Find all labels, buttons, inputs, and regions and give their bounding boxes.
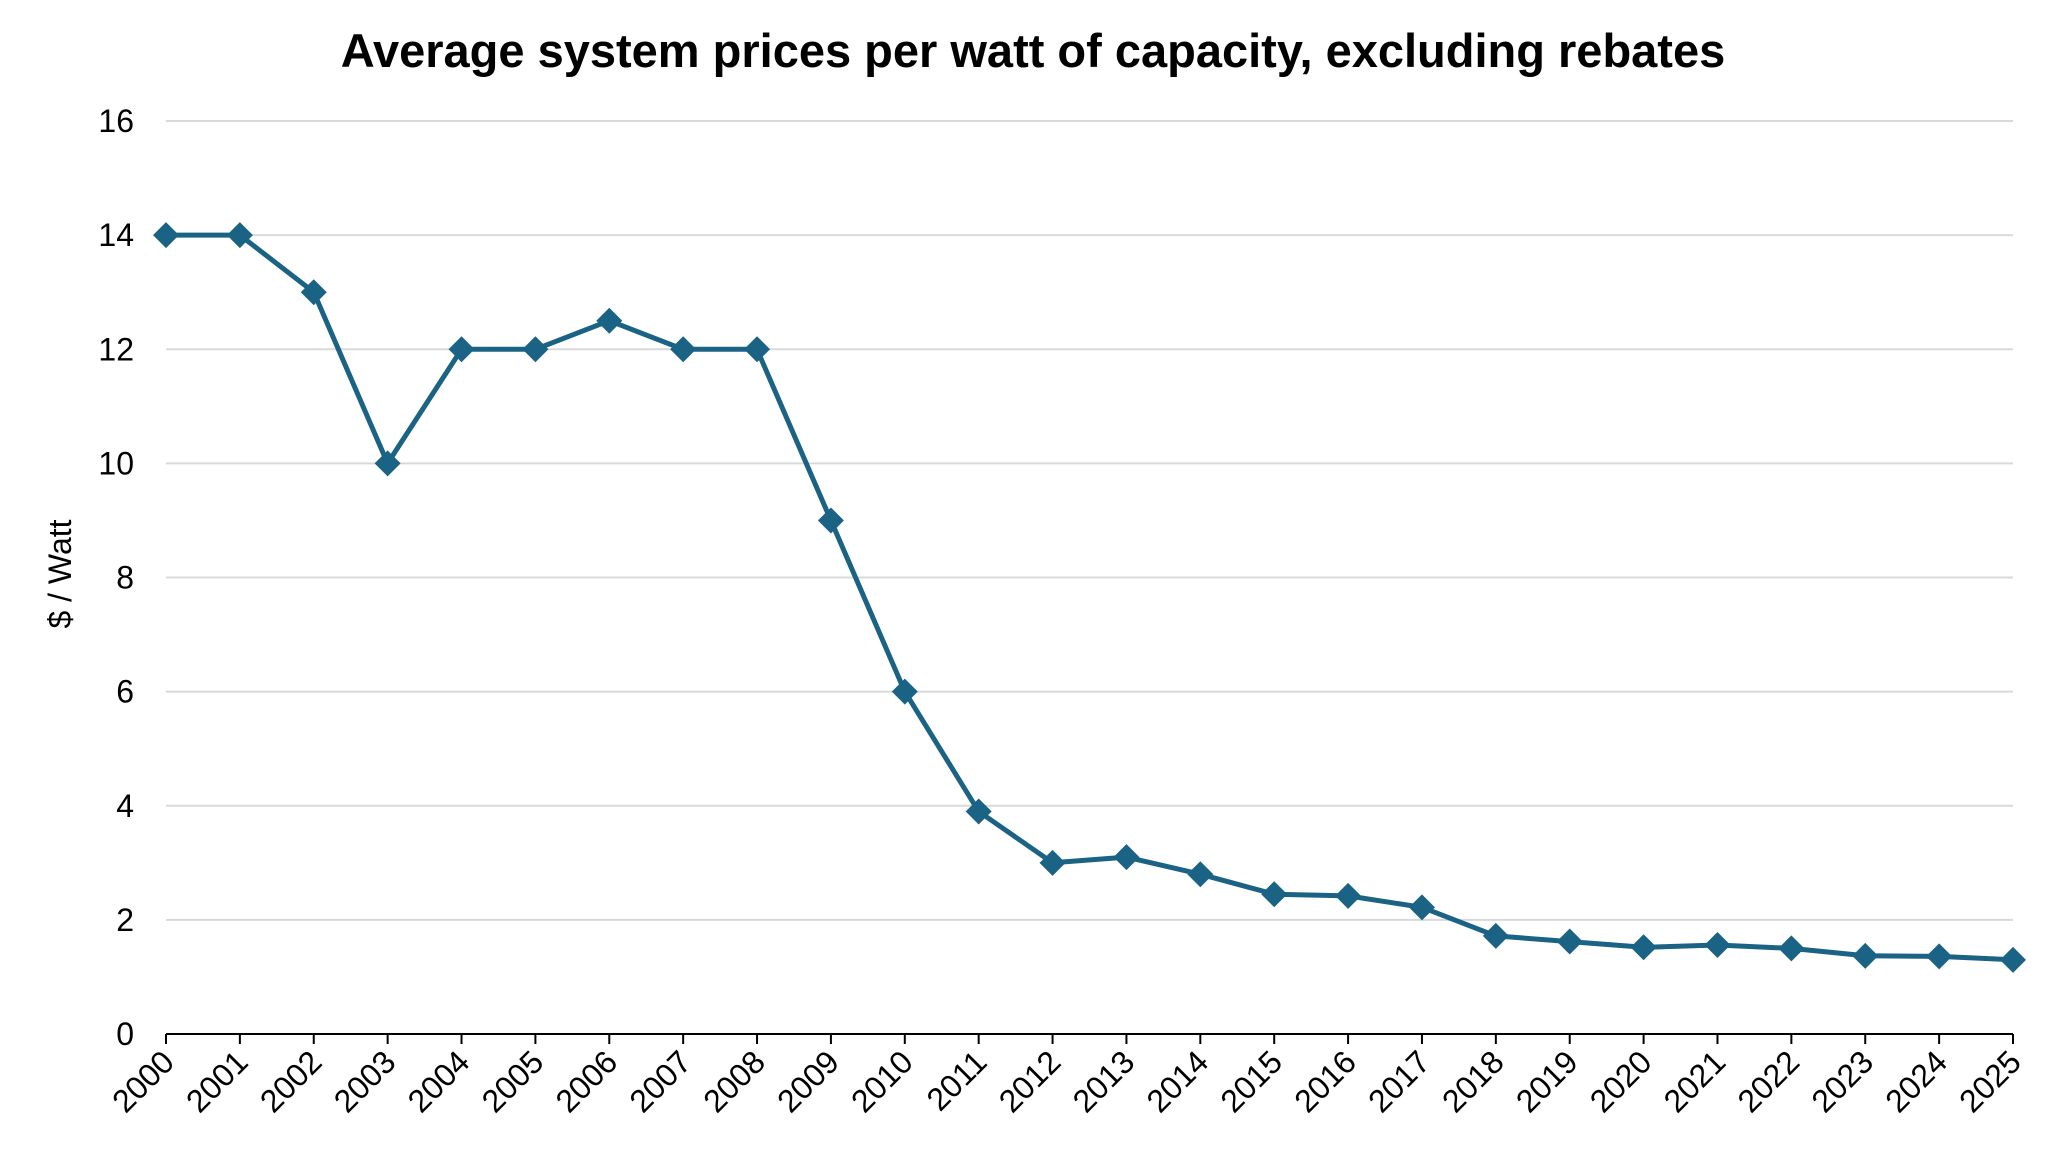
x-tick-label: 2006 — [548, 1043, 624, 1119]
data-point-2024 — [1926, 943, 1953, 970]
price-series — [153, 222, 2026, 973]
data-point-2025 — [2000, 946, 2026, 973]
data-point-2009 — [817, 507, 844, 534]
x-tick-label: 2009 — [770, 1043, 846, 1119]
data-point-2014 — [1187, 861, 1214, 888]
x-tick-label: 2001 — [179, 1043, 255, 1119]
x-tick-label: 2007 — [622, 1043, 698, 1119]
x-tick-label: 2015 — [1213, 1043, 1289, 1119]
data-point-2010 — [891, 678, 918, 705]
data-point-2021 — [1704, 931, 1731, 958]
y-tick-label: 12 — [98, 331, 134, 367]
x-tick-label: 2005 — [475, 1043, 551, 1119]
y-tick-label: 10 — [98, 445, 134, 481]
x-tick-label: 2016 — [1287, 1043, 1363, 1119]
data-point-2002 — [300, 279, 327, 306]
x-tick-label: 2010 — [844, 1043, 920, 1119]
data-point-2001 — [226, 222, 253, 249]
x-tick-label: 2008 — [696, 1043, 772, 1119]
chart-title: Average system prices per watt of capaci… — [341, 24, 1725, 77]
y-axis-title: $ / Watt — [42, 519, 78, 628]
y-tick-label: 6 — [116, 674, 134, 710]
y-tick-label: 4 — [116, 788, 134, 824]
data-point-2005 — [522, 336, 549, 363]
x-tick-label: 2017 — [1361, 1043, 1437, 1119]
data-point-2003 — [374, 450, 401, 477]
data-point-2013 — [1113, 844, 1140, 871]
x-tick-label: 2025 — [1952, 1043, 2028, 1119]
gridlines — [166, 120, 2013, 921]
y-tick-label: 14 — [98, 217, 134, 253]
series-line — [166, 232, 2014, 963]
data-point-2019 — [1556, 928, 1583, 955]
y-tick-label: 8 — [116, 560, 134, 596]
x-tick-label: 2024 — [1878, 1043, 1954, 1119]
data-point-2004 — [448, 336, 475, 363]
data-point-2012 — [1039, 849, 1066, 876]
x-tick-label: 2003 — [327, 1043, 403, 1119]
data-point-2006 — [596, 307, 623, 334]
x-tick-label: 2000 — [105, 1043, 181, 1119]
data-point-2011 — [965, 798, 992, 825]
y-tick-label: 16 — [98, 103, 134, 139]
x-tick-label: 2020 — [1583, 1043, 1659, 1119]
x-tick-label: 2019 — [1509, 1043, 1585, 1119]
x-tick-label: 2013 — [1066, 1043, 1142, 1119]
data-point-2007 — [670, 336, 697, 363]
x-tick-label: 2004 — [401, 1043, 477, 1119]
data-point-2008 — [744, 336, 771, 363]
x-tick-label: 2022 — [1731, 1043, 1807, 1119]
y-tick-label: 0 — [116, 1016, 134, 1052]
x-tick-label: 2011 — [920, 1043, 994, 1117]
data-point-2022 — [1778, 935, 1805, 962]
data-point-2015 — [1261, 881, 1288, 908]
x-tick-label: 2021 — [1657, 1043, 1733, 1119]
data-point-2020 — [1630, 934, 1657, 961]
x-tick-label: 2023 — [1804, 1043, 1880, 1119]
data-point-2016 — [1335, 882, 1362, 909]
data-point-2023 — [1852, 942, 1879, 969]
x-axis-tick-labels: 2000200120022003200420052006200720082009… — [105, 1043, 2028, 1119]
x-tick-label: 2012 — [992, 1043, 1068, 1119]
x-tick-label: 2018 — [1435, 1043, 1511, 1119]
data-point-2018 — [1482, 922, 1509, 949]
y-axis: 0 2 4 6 8 10 12 14 16 — [98, 103, 134, 1052]
y-tick-label: 2 — [116, 902, 134, 938]
x-tick-label: 2014 — [1139, 1043, 1215, 1119]
x-tick-label: 2002 — [253, 1043, 329, 1119]
data-point-2017 — [1408, 894, 1435, 921]
data-point-2000 — [153, 222, 179, 249]
x-axis — [165, 1033, 2014, 1044]
